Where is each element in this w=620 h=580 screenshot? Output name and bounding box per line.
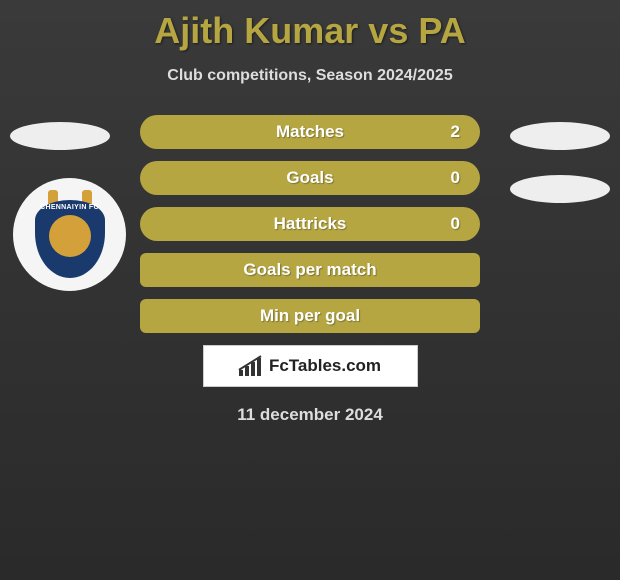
stat-label: Hattricks (274, 214, 347, 234)
stat-label: Min per goal (260, 306, 360, 326)
chart-icon (239, 356, 263, 376)
club-logo: CHENNAIYIN FC (13, 178, 126, 291)
stat-value: 0 (451, 168, 460, 188)
stat-row-goals: Goals 0 (140, 161, 480, 195)
date-text: 11 december 2024 (0, 405, 620, 425)
stat-row-min-per-goal: Min per goal (140, 299, 480, 333)
shield-icon: CHENNAIYIN FC (35, 200, 105, 278)
player-placeholder-left (10, 122, 110, 150)
stat-label: Goals (286, 168, 333, 188)
brand-badge: FcTables.com (203, 345, 418, 387)
player-placeholder-right-2 (510, 175, 610, 203)
stat-label: Matches (276, 122, 344, 142)
subtitle: Club competitions, Season 2024/2025 (0, 67, 620, 85)
brand-text: FcTables.com (269, 356, 381, 376)
page-title: Ajith Kumar vs PA (0, 0, 620, 52)
stat-label: Goals per match (243, 260, 376, 280)
stat-value: 0 (451, 214, 460, 234)
stat-row-goals-per-match: Goals per match (140, 253, 480, 287)
mask-icon (49, 215, 91, 257)
stat-row-matches: Matches 2 (140, 115, 480, 149)
club-name-text: CHENNAIYIN FC (40, 204, 99, 211)
stat-value: 2 (451, 122, 460, 142)
stat-row-hattricks: Hattricks 0 (140, 207, 480, 241)
player-placeholder-right-1 (510, 122, 610, 150)
